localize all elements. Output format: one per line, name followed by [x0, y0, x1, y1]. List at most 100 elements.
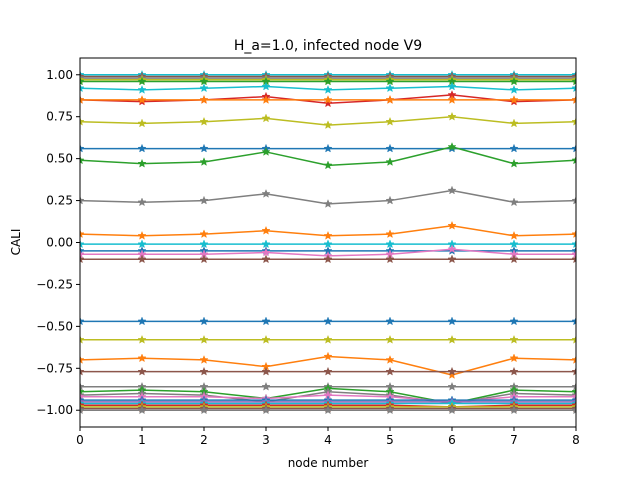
data-point: [447, 370, 457, 379]
data-point: [261, 254, 271, 264]
x-tick-label: 5: [386, 433, 394, 447]
data-point: [137, 143, 147, 153]
data-point: [323, 95, 333, 104]
data-point: [80, 355, 85, 364]
data-point: [447, 381, 457, 391]
data-point: [199, 95, 209, 104]
y-tick-label: 0.00: [46, 236, 73, 250]
data-point: [261, 95, 271, 104]
data-point: [509, 95, 519, 104]
data-point: [199, 157, 209, 166]
data-point: [509, 158, 519, 168]
data-point: [323, 230, 333, 240]
series-20: [80, 351, 576, 379]
series-21: [80, 366, 576, 376]
data-point: [447, 244, 457, 254]
y-tick-label: 0.25: [46, 194, 73, 208]
x-axis-ticks: 0 1 2 3 4 5 6 7 8: [76, 427, 580, 447]
data-point: [199, 195, 209, 205]
y-axis-ticks: 1.00 0.75 0.50 0.25 0.00 −0.25 −0.50 −0.75 −1.00: [36, 68, 80, 417]
data-point: [571, 155, 576, 165]
data-point: [137, 366, 147, 376]
y-tick-label: 0.50: [46, 152, 73, 166]
data-point: [199, 143, 209, 153]
data-point: [137, 254, 147, 264]
data-point: [80, 239, 85, 249]
x-tick-label: 8: [572, 433, 580, 447]
data-point: [199, 83, 209, 93]
data-point: [385, 229, 395, 239]
data-point: [199, 366, 209, 376]
data-point: [571, 249, 576, 259]
data-point: [571, 239, 576, 249]
data-point: [447, 405, 457, 415]
data-point: [137, 118, 147, 128]
data-point: [80, 405, 85, 415]
series-17: [80, 254, 576, 264]
data-point: [571, 316, 576, 326]
data-point: [137, 239, 147, 249]
data-point: [509, 405, 519, 415]
data-point: [137, 230, 147, 240]
data-point: [80, 76, 85, 86]
data-point: [80, 366, 85, 376]
data-point: [323, 239, 333, 249]
data-point: [571, 195, 576, 205]
data-point: [323, 84, 333, 94]
data-point: [385, 239, 395, 249]
series-18: [80, 316, 576, 326]
data-point: [199, 229, 209, 239]
data-point: [80, 155, 85, 165]
data-point: [199, 355, 209, 364]
data-point: [137, 76, 147, 86]
data-point: [385, 355, 395, 364]
data-point: [509, 230, 519, 240]
series-8: [80, 95, 576, 104]
data-point: [261, 381, 271, 391]
data-point: [323, 316, 333, 326]
data-point: [199, 334, 209, 344]
data-point: [323, 254, 333, 264]
data-point: [447, 316, 457, 326]
data-point: [385, 157, 395, 166]
x-tick-label: 3: [262, 433, 270, 447]
data-point: [323, 366, 333, 376]
data-point: [571, 116, 576, 126]
data-point: [261, 316, 271, 326]
data-point: [571, 254, 576, 264]
series-14: [80, 239, 576, 249]
data-point: [80, 95, 85, 104]
x-axis-label: node number: [288, 456, 369, 470]
data-point: [261, 81, 271, 91]
series-6: [80, 81, 576, 94]
data-point: [199, 116, 209, 126]
data-point: [385, 195, 395, 205]
plot-area: [80, 69, 576, 415]
data-point: [385, 334, 395, 344]
data-point: [571, 381, 576, 391]
data-point: [509, 84, 519, 94]
data-point: [571, 95, 576, 104]
data-point: [80, 254, 85, 264]
x-tick-label: 4: [324, 433, 332, 447]
y-tick-label: 0.75: [46, 110, 73, 124]
data-point: [323, 405, 333, 415]
data-point: [509, 366, 519, 376]
data-point: [137, 197, 147, 207]
data-point: [385, 143, 395, 153]
data-point: [447, 111, 457, 121]
data-point: [385, 83, 395, 93]
data-point: [509, 239, 519, 249]
data-point: [137, 95, 147, 104]
data-point: [80, 229, 85, 239]
series-11: [80, 142, 576, 170]
series-32: [80, 405, 576, 415]
data-point: [323, 76, 333, 86]
data-point: [509, 316, 519, 326]
data-point: [447, 81, 457, 91]
series-19: [80, 334, 576, 344]
data-point: [80, 381, 85, 391]
data-point: [261, 247, 271, 257]
data-point: [447, 95, 457, 104]
